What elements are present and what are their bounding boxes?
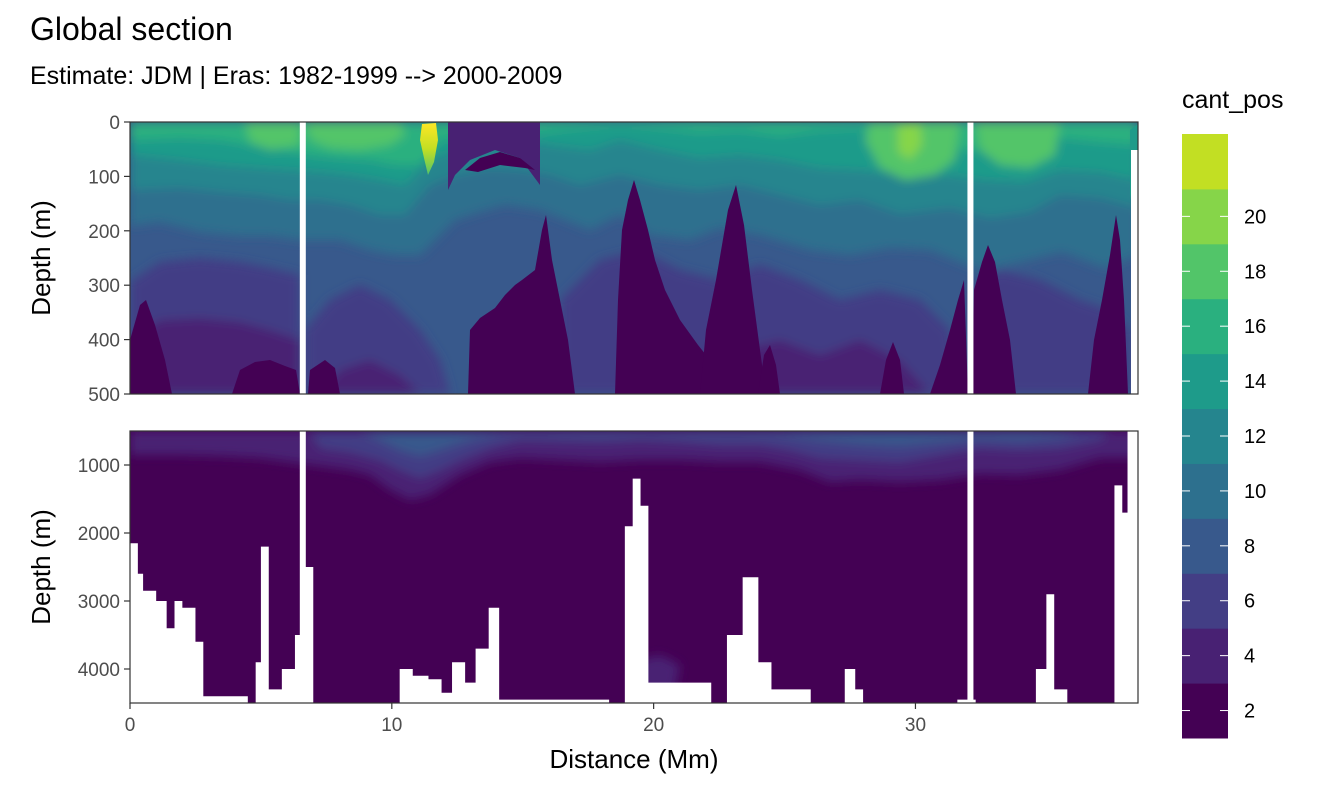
x-tick-label: 0 [125,715,136,736]
upper-patch-16-d [975,122,1060,168]
x-tick-label: 20 [643,715,664,736]
y-tick-label-lower: 2000 [78,524,120,545]
legend-label: 2 [1244,701,1255,723]
x-ticks: 0 10 20 30 [125,703,926,736]
panel-lower [129,430,1139,704]
y-tick-label-lower: 1000 [78,456,120,477]
upper-right-blank [1131,150,1138,394]
y-tick-label-upper: 0 [109,113,120,134]
x-tick-label: 30 [905,715,926,736]
lower-band-8 [360,431,1080,456]
lower-panel-border [129,430,1139,704]
y-tick-label-upper: 500 [88,385,120,406]
legend-labels: 2 4 6 8 10 12 14 16 18 20 [1182,206,1266,723]
x-axis: 0 10 20 30 Distance (Mm) [125,703,926,774]
y-axis-upper: Depth (m) 0 100 200 300 400 500 [26,113,130,406]
upper-jet-dark [448,122,540,190]
upper-patch-18 [898,123,922,160]
legend-label: 20 [1244,206,1266,228]
missing-column-upper-1 [967,122,974,394]
lower-seafloor-mask [130,431,1138,703]
y-ticks-lower: 1000 2000 3000 4000 [78,456,130,681]
y-tick-label-lower: 3000 [78,592,120,613]
upper-patch-16-a [305,122,405,150]
legend: cant_pos 2 4 6 8 10 12 14 16 18 20 [1182,86,1283,739]
x-tick-label: 10 [381,715,402,736]
lower-missing-columns [299,431,974,703]
missing-column-upper-0 [299,122,306,394]
panel-upper [129,121,1139,395]
upper-mid-4-c [320,360,420,394]
y-axis-title-lower: Depth (m) [26,509,56,625]
legend-label: 14 [1244,371,1266,393]
y-tick-label-upper: 300 [88,276,120,297]
y-ticks-upper: 0 100 200 300 400 500 [88,113,130,406]
legend-label: 16 [1244,316,1266,338]
y-tick-label-upper: 400 [88,331,120,352]
upper-jet-dark-core [465,152,535,172]
legend-label: 10 [1244,481,1266,503]
legend-title: cant_pos [1182,86,1283,114]
legend-swatch-22 [1182,134,1228,190]
upper-panel-border [129,121,1139,395]
x-axis-title: Distance (Mm) [549,744,718,774]
legend-label: 12 [1244,426,1266,448]
upper-deep-tongues [130,180,1128,394]
upper-patch-16-b [245,122,300,150]
upper-yellow-streak [420,123,438,175]
upper-field [130,122,1138,394]
y-tick-label-upper: 100 [88,167,120,188]
upper-missing-columns [299,122,974,394]
y-tick-label-upper: 200 [88,222,120,243]
y-tick-label-lower: 4000 [78,660,120,681]
missing-column-lower-1 [967,431,974,703]
legend-label: 6 [1244,591,1255,613]
chart-title: Global section [30,11,233,47]
lower-field [130,431,1138,703]
y-axis-lower: Depth (m) 1000 2000 3000 4000 [26,456,130,681]
legend-label: 8 [1244,536,1255,558]
upper-mid-shelf-6-c [305,285,450,394]
legend-label: 18 [1244,261,1266,283]
legend-label: 4 [1244,646,1255,668]
missing-column-lower-0 [299,431,306,703]
chart-subtitle: Estimate: JDM | Eras: 1982-1999 --> 2000… [30,62,562,90]
y-axis-title-upper: Depth (m) [26,200,56,316]
